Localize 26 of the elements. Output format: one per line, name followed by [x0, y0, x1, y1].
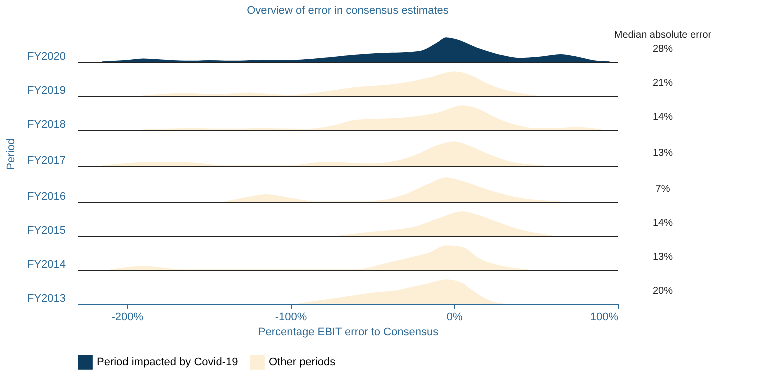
text: 28%: [652, 44, 674, 55]
y-axis-title: FY2015: [27, 225, 66, 237]
y-axis-title: FY2014: [27, 259, 66, 271]
x-tick-label: -100%: [275, 312, 308, 324]
text: 7%: [656, 184, 670, 195]
y-axis-title: FY2016: [27, 191, 66, 203]
x-tick-label: 0%: [446, 312, 464, 324]
chart-title: Overview of error in consensus estimates: [247, 5, 450, 17]
annotation: Median absolute error: [614, 30, 712, 41]
legend-label: Other periods: [269, 356, 336, 369]
text: 14%: [652, 112, 674, 123]
y-axis-title: FY2017: [27, 155, 66, 167]
text: 13%: [652, 148, 674, 159]
y-axis-title: FY2013: [27, 293, 66, 305]
x-tick-label: -200%: [112, 312, 144, 324]
text: 13%: [652, 252, 674, 263]
text: 20%: [652, 286, 674, 297]
legend-label: Period impacted by Covid-19: [97, 356, 238, 369]
text: Period: [6, 138, 18, 170]
x-axis-title: Percentage EBIT error to Consensus: [258, 326, 440, 338]
y-axis-title: FY2020: [27, 51, 66, 63]
text: 14%: [652, 218, 674, 229]
y-axis-title: FY2019: [27, 85, 66, 97]
text: 21%: [652, 78, 674, 89]
y-axis-title: FY2018: [27, 119, 66, 131]
x-tick-label: 100%: [590, 312, 619, 324]
